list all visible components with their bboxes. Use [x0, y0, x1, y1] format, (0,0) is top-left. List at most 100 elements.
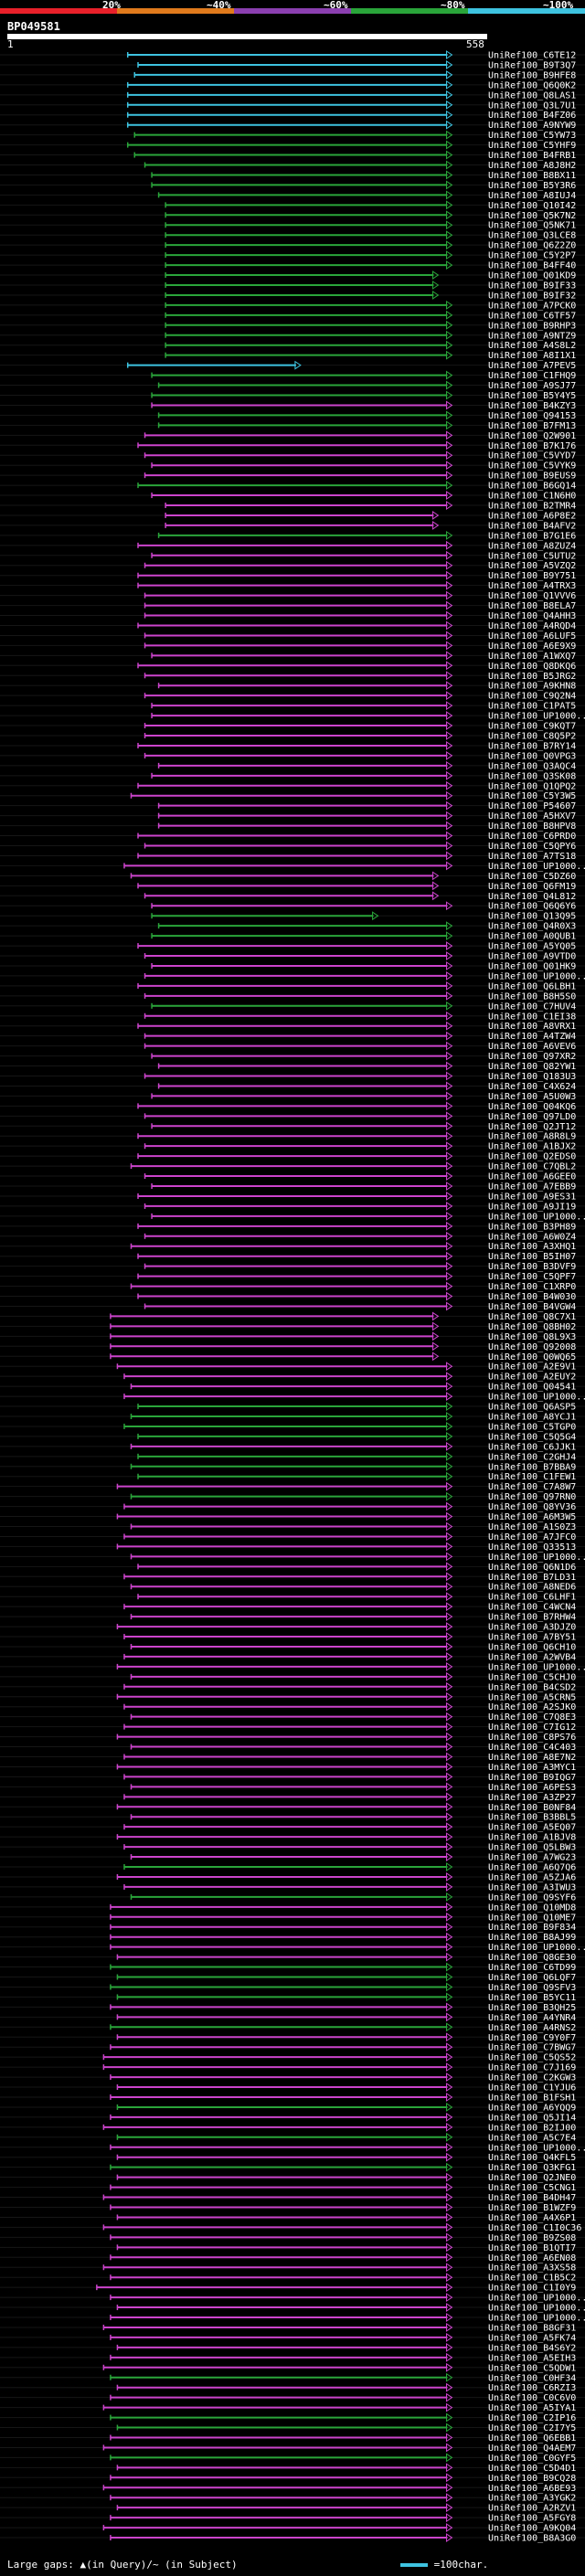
hit-row[interactable]: UniRef100_A3DJZ0 [0, 1622, 585, 1633]
hit-row[interactable]: UniRef100_B7FM13 [0, 420, 585, 431]
hit-row[interactable]: UniRef100_C2IP16 [0, 2412, 585, 2423]
hit-label[interactable]: UniRef100_B8A3G0 [488, 2534, 576, 2544]
hit-label[interactable]: UniRef100_Q3L7U1 [488, 101, 576, 111]
hit-row[interactable]: UniRef100_A6PES3 [0, 1782, 585, 1793]
hit-row[interactable]: UniRef100_A8YCJ1 [0, 1412, 585, 1422]
hit-label[interactable]: UniRef100_A7WG23 [488, 1853, 576, 1863]
hit-label[interactable]: UniRef100_C7BWG7 [488, 2043, 576, 2053]
hit-label[interactable]: UniRef100_A2RZV1 [488, 2504, 576, 2514]
hit-label[interactable]: UniRef100_Q92008 [488, 1342, 576, 1352]
hit-label[interactable]: UniRef100_C9Q2N4 [488, 692, 576, 702]
hit-label[interactable]: UniRef100_Q6N1D6 [488, 1563, 576, 1573]
hit-label[interactable]: UniRef100_A3ZP27 [488, 1793, 576, 1803]
hit-label[interactable]: UniRef100_C7A8W7 [488, 1482, 576, 1492]
hit-label[interactable]: UniRef100_Q8L9X3 [488, 1332, 576, 1342]
hit-row[interactable]: UniRef100_A4YNR4 [0, 2012, 585, 2023]
hit-row[interactable]: UniRef100_Q6CH10 [0, 1642, 585, 1652]
hit-row[interactable]: UniRef100_C0GYF5 [0, 2453, 585, 2464]
hit-label[interactable]: UniRef100_A6PES3 [488, 1783, 576, 1793]
hit-row[interactable]: UniRef100_Q6Z2Z0 [0, 240, 585, 251]
hit-row[interactable]: UniRef100_C7BWG7 [0, 2042, 585, 2053]
hit-row[interactable]: UniRef100_C7A8W7 [0, 1481, 585, 1492]
hit-row[interactable]: UniRef100_Q0WQ65 [0, 1352, 585, 1362]
hit-label[interactable]: UniRef100_A4RQD4 [488, 621, 576, 631]
hit-label[interactable]: UniRef100_A9KQ04 [488, 2524, 576, 2534]
hit-label[interactable]: UniRef100_A4TZW4 [488, 1032, 576, 1042]
hit-row[interactable]: UniRef100_C6TD99 [0, 1962, 585, 1973]
hit-label[interactable]: UniRef100_Q4L812 [488, 892, 576, 902]
hit-label[interactable]: UniRef100_UP1000... [488, 2143, 585, 2153]
hit-row[interactable]: UniRef100_C5QS52 [0, 2052, 585, 2063]
hit-row[interactable]: UniRef100_B4AFV2 [0, 520, 585, 531]
hit-label[interactable]: UniRef100_B7RY14 [488, 741, 576, 751]
hit-label[interactable]: UniRef100_Q97XR2 [488, 1052, 576, 1062]
hit-row[interactable]: UniRef100_A8IUJ4 [0, 190, 585, 201]
hit-label[interactable]: UniRef100_A5C7E4 [488, 2133, 576, 2143]
hit-row[interactable]: UniRef100_Q97LD0 [0, 1111, 585, 1122]
hit-label[interactable]: UniRef100_B7FM13 [488, 421, 576, 431]
hit-row[interactable]: UniRef100_A5C7E4 [0, 2132, 585, 2143]
hit-row[interactable]: UniRef100_A0QUB1 [0, 931, 585, 942]
hit-label[interactable]: UniRef100_B1WZF9 [488, 2203, 576, 2213]
hit-label[interactable]: UniRef100_B2TMR4 [488, 502, 576, 512]
hit-row[interactable]: UniRef100_Q9SFV3 [0, 1982, 585, 1993]
hit-label[interactable]: UniRef100_A8YCJ1 [488, 1412, 576, 1422]
hit-row[interactable]: UniRef100_Q92008 [0, 1341, 585, 1352]
hit-row[interactable]: UniRef100_Q01HK9 [0, 961, 585, 971]
hit-row[interactable]: UniRef100_Q8DKQ6 [0, 661, 585, 672]
hit-row[interactable]: UniRef100_Q04KQ6 [0, 1101, 585, 1112]
hit-row[interactable]: UniRef100_C5TGP0 [0, 1422, 585, 1432]
hit-row[interactable]: UniRef100_A4RNS2 [0, 2022, 585, 2033]
hit-row[interactable]: UniRef100_A6P8E2 [0, 511, 585, 521]
hit-label[interactable]: UniRef100_A9KHN8 [488, 682, 576, 692]
hit-row[interactable]: UniRef100_Q5LBW3 [0, 1842, 585, 1853]
hit-label[interactable]: UniRef100_B9EUS9 [488, 472, 576, 482]
hit-row[interactable]: UniRef100_A3YGK2 [0, 2493, 585, 2504]
hit-row[interactable]: UniRef100_C1FHQ9 [0, 370, 585, 381]
hit-label[interactable]: UniRef100_C7QBL2 [488, 1162, 576, 1172]
hit-label[interactable]: UniRef100_B5YC11 [488, 1993, 576, 2003]
hit-row[interactable]: UniRef100_B6GQ14 [0, 481, 585, 492]
hit-label[interactable]: UniRef100_B4VGW4 [488, 1302, 576, 1312]
hit-row[interactable]: UniRef100_C2GHJ4 [0, 1451, 585, 1462]
hit-label[interactable]: UniRef100_A6YQQ9 [488, 2103, 576, 2113]
hit-label[interactable]: UniRef100_Q1VVV6 [488, 591, 576, 601]
hit-row[interactable]: UniRef100_Q8YV36 [0, 1501, 585, 1512]
hit-label[interactable]: UniRef100_A6LUF5 [488, 631, 576, 641]
hit-row[interactable]: UniRef100_UP1000... [0, 2142, 585, 2153]
hit-label[interactable]: UniRef100_C6TF57 [488, 311, 576, 321]
hit-label[interactable]: UniRef100_A1WXQ7 [488, 652, 576, 662]
hit-label[interactable]: UniRef100_A6BE93 [488, 2484, 576, 2494]
hit-row[interactable]: UniRef100_A8VRX1 [0, 1021, 585, 1032]
hit-row[interactable]: UniRef100_B8GF31 [0, 2323, 585, 2333]
hit-label[interactable]: UniRef100_Q8BH02 [488, 1322, 576, 1332]
hit-label[interactable]: UniRef100_A3IWU3 [488, 1882, 576, 1892]
hit-label[interactable]: UniRef100_A8NED6 [488, 1583, 576, 1593]
hit-label[interactable]: UniRef100_Q9SFV3 [488, 1983, 576, 1993]
hit-row[interactable]: UniRef100_A6EN08 [0, 2253, 585, 2263]
hit-row[interactable]: UniRef100_B7RHW4 [0, 1612, 585, 1623]
hit-label[interactable]: UniRef100_Q2JT12 [488, 1122, 576, 1132]
hit-row[interactable]: UniRef100_UP1000... [0, 1942, 585, 1953]
hit-row[interactable]: UniRef100_B9RHP3 [0, 320, 585, 331]
hit-row[interactable]: UniRef100_Q4AEM7 [0, 2443, 585, 2454]
hit-label[interactable]: UniRef100_B2IJ00 [488, 2123, 576, 2133]
hit-row[interactable]: UniRef100_Q1VVV6 [0, 590, 585, 601]
hit-label[interactable]: UniRef100_B9ZS08 [488, 2233, 576, 2243]
hit-label[interactable]: UniRef100_A9NTZ9 [488, 331, 576, 341]
hit-label[interactable]: UniRef100_C5VYD7 [488, 451, 576, 461]
hit-row[interactable]: UniRef100_C6TE12 [0, 50, 585, 61]
hit-row[interactable]: UniRef100_A9VTD0 [0, 951, 585, 962]
hit-label[interactable]: UniRef100_B9T3Q7 [488, 60, 576, 70]
hit-row[interactable]: UniRef100_C6RZI3 [0, 2382, 585, 2393]
hit-row[interactable]: UniRef100_C5Q5G4 [0, 1431, 585, 1442]
hit-label[interactable]: UniRef100_C9KQT7 [488, 722, 576, 732]
hit-label[interactable]: UniRef100_Q6FM19 [488, 882, 576, 892]
hit-row[interactable]: UniRef100_B2TMR4 [0, 501, 585, 512]
hit-label[interactable]: UniRef100_C2IP16 [488, 2413, 576, 2423]
hit-label[interactable]: UniRef100_A6W0Z4 [488, 1232, 576, 1242]
hit-row[interactable]: UniRef100_A2EUY2 [0, 1372, 585, 1383]
hit-row[interactable]: UniRef100_C6TF57 [0, 310, 585, 321]
hit-label[interactable]: UniRef100_A9VTD0 [488, 952, 576, 962]
hit-label[interactable]: UniRef100_A5FK74 [488, 2333, 576, 2343]
